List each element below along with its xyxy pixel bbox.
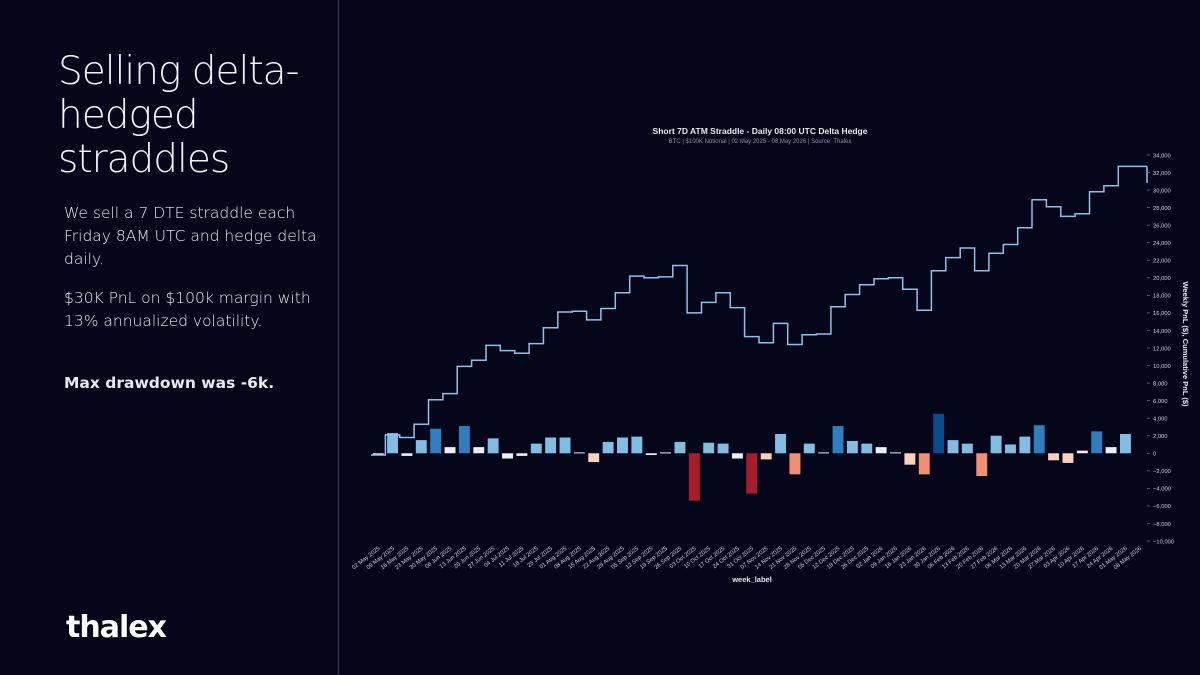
y-tick-label: 28,000 (1153, 206, 1171, 212)
slide-title: Selling delta-hedged straddles (58, 49, 300, 182)
weekly-pnl-bar (832, 426, 844, 454)
weekly-pnl-bar (516, 453, 528, 456)
weekly-pnl-bar (904, 453, 916, 465)
y-tick-label: 2,000 (1153, 434, 1168, 440)
y-tick-label: 30,000 (1153, 188, 1171, 194)
weekly-pnl-bar (688, 453, 700, 501)
weekly-pnl-bar (875, 447, 887, 454)
y-tick-label: 24,000 (1153, 241, 1171, 247)
weekly-pnl-bar (401, 453, 413, 456)
weekly-pnl-bar (387, 433, 399, 454)
y-tick-label: 18,000 (1153, 294, 1171, 300)
y-tick-label: 20,000 (1153, 276, 1171, 282)
weekly-pnl-bar (717, 443, 729, 454)
y-tick-label: 32,000 (1153, 171, 1171, 177)
y-tick-label: 12,000 (1153, 346, 1171, 352)
y-tick-label: 8,000 (1153, 381, 1168, 387)
y-tick-label: −10,000 (1153, 539, 1174, 545)
thalex-logo: thalex (66, 610, 167, 645)
weekly-pnl-bar (1048, 453, 1060, 461)
weekly-pnl-bar (473, 447, 485, 454)
weekly-pnl-bar (430, 428, 442, 454)
weekly-pnl-bar (818, 452, 830, 454)
weekly-pnl-bar (559, 437, 571, 454)
weekly-pnl-bar (372, 453, 384, 456)
weekly-pnl-bar (933, 413, 945, 454)
weekly-pnl-bar (918, 453, 930, 475)
weekly-pnl-bar (617, 437, 628, 454)
weekly-pnl-bar (458, 426, 470, 454)
weekly-pnl-bar (789, 453, 801, 475)
chart-title: Short 7D ATM Straddle - Daily 08:00 UTC … (653, 126, 868, 136)
weekly-pnl-bar (1076, 450, 1088, 454)
y-tick-label: −2,000 (1153, 469, 1171, 475)
y-tick-label: 14,000 (1153, 329, 1171, 335)
weekly-pnl-bar (961, 443, 973, 454)
weekly-pnl-bar (861, 443, 873, 454)
weekly-pnl-bar (731, 453, 743, 459)
y-tick-label: −6,000 (1153, 504, 1171, 510)
y-tick-label: 26,000 (1153, 223, 1171, 229)
y-tick-label: −8,000 (1153, 522, 1171, 528)
weekly-pnl-bar (415, 440, 427, 454)
weekly-pnl-bar (487, 438, 499, 454)
weekly-pnl-bar (631, 436, 643, 454)
chart-subtitle: BTC | $100K Notional | 02 May 2025 - 08 … (669, 139, 852, 145)
weekly-pnl-bar (803, 443, 815, 454)
weekly-pnl-bar (1091, 431, 1103, 454)
cumulative-pnl-line (371, 165, 1147, 456)
weekly-pnl-bar (990, 435, 1002, 454)
weekly-pnl-bar (746, 453, 758, 494)
weekly-pnl-bar (573, 452, 585, 454)
weekly-pnl-bar (947, 440, 959, 454)
x-axis-label: week_label (731, 575, 772, 584)
weekly-pnl-bar (674, 441, 686, 454)
weekly-pnl-bar (1119, 433, 1131, 454)
weekly-pnl-bar (1062, 453, 1074, 463)
weekly-pnl-bar (775, 433, 787, 454)
weekly-pnl-bar (530, 443, 542, 454)
weekly-pnl-bar (1105, 447, 1117, 454)
y-tick-label: 22,000 (1153, 259, 1171, 265)
weekly-pnl-bar (1019, 436, 1031, 454)
y-tick-label: 10,000 (1153, 364, 1171, 370)
weekly-pnl-bar (660, 452, 672, 454)
weekly-pnl-bar (976, 453, 988, 477)
weekly-pnl-bar (545, 437, 557, 454)
weekly-pnl-bar (645, 453, 657, 456)
weekly-pnl-bar (502, 453, 513, 459)
weekly-pnl-bar (760, 453, 772, 460)
description-pnl: $30K PnL on $100k margin with 13% annual… (64, 289, 311, 330)
description-drawdown: Max drawdown was -6k. (64, 374, 275, 392)
description-strategy: We sell a 7 DTE straddle each Friday 8AM… (64, 204, 317, 268)
weekly-pnl-bar (890, 452, 901, 454)
y-tick-label: 0 (1153, 452, 1156, 458)
weekly-pnl-bar (588, 453, 600, 463)
y-tick-label: 4,000 (1153, 416, 1168, 422)
y-tick-label: 16,000 (1153, 311, 1171, 317)
y-tick-label: 34,000 (1153, 153, 1171, 159)
weekly-pnl-bar (1033, 425, 1045, 454)
y-axis-label: Weekly PnL ($), Cumulative PnL ($) (1181, 281, 1190, 407)
weekly-pnl-bar (846, 440, 858, 454)
weekly-pnl-bar (602, 441, 614, 454)
y-tick-label: 6,000 (1153, 399, 1168, 405)
weekly-pnl-bar (703, 442, 715, 454)
vertical-divider (338, 0, 339, 675)
weekly-pnl-bar (1005, 444, 1016, 454)
weekly-pnl-bar (444, 447, 456, 454)
y-tick-label: −4,000 (1153, 487, 1171, 493)
